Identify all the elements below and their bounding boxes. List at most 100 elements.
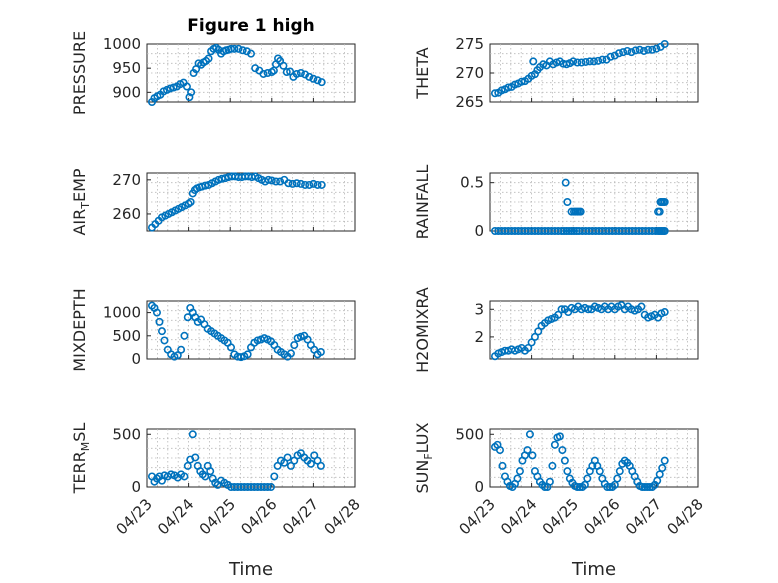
subplot-h2omixra: 2 3 H2OMIXRA — [413, 287, 699, 373]
data-point — [282, 68, 291, 77]
data-point — [188, 430, 197, 439]
data-point — [160, 336, 169, 345]
data-point — [652, 44, 661, 53]
data-point — [595, 467, 604, 476]
y-tick-label: 0 — [131, 350, 141, 368]
data-point — [309, 179, 318, 188]
data-point — [550, 440, 559, 449]
data-point — [528, 451, 537, 460]
y-axis-label: TERRMSL — [70, 423, 92, 495]
data-point — [573, 58, 582, 67]
data-point — [279, 61, 288, 70]
data-point — [557, 305, 566, 314]
data-point — [180, 331, 189, 340]
y-tick-label: 950 — [112, 59, 141, 77]
y-axis-label: MIXDEPTH — [70, 288, 89, 371]
subplot-theta: 265 270 275 THETA — [413, 35, 699, 111]
data-point — [303, 335, 312, 344]
data-point — [569, 57, 578, 66]
data-point — [259, 69, 268, 78]
data-point — [266, 482, 275, 491]
y-tick-label: 1000 — [103, 35, 141, 53]
y-tick-label: 0.5 — [460, 174, 484, 192]
data-point — [523, 446, 532, 455]
y-tick-label: 260 — [112, 205, 141, 223]
data-point — [548, 461, 557, 470]
data-point — [583, 474, 592, 483]
data-point — [660, 308, 669, 317]
y-axis-label: AIRTEMP — [70, 168, 92, 235]
data-point — [660, 456, 669, 465]
data-point — [183, 313, 192, 322]
data-point — [305, 72, 314, 81]
data-point — [309, 74, 318, 83]
data-point — [517, 77, 526, 86]
data-point — [648, 45, 657, 54]
y-axis-label: H2OMIXRA — [413, 287, 432, 373]
data-point — [573, 482, 582, 491]
data-point — [230, 44, 239, 53]
y-axis-label: THETA — [413, 47, 432, 99]
data-point — [227, 44, 236, 53]
data-point — [631, 46, 640, 55]
data-point — [186, 198, 195, 207]
data-point — [644, 45, 653, 54]
y-tick-label: 1000 — [103, 304, 141, 322]
data-point — [201, 181, 210, 190]
data-point — [284, 179, 293, 188]
data-point — [296, 332, 305, 341]
data-point — [317, 180, 326, 189]
data-point — [610, 480, 619, 489]
y-tick-label: 500 — [112, 425, 141, 443]
data-point — [276, 177, 285, 186]
data-point — [169, 83, 178, 92]
data-point — [558, 446, 567, 455]
data-point — [271, 177, 280, 186]
data-point — [296, 179, 305, 188]
data-point — [557, 227, 566, 236]
data-point — [623, 46, 632, 55]
data-point — [614, 49, 623, 58]
data-point — [545, 477, 554, 486]
y-axis-label: SUNFLUX — [413, 422, 435, 493]
data-point — [234, 44, 243, 53]
data-point — [296, 69, 305, 78]
data-point — [560, 456, 569, 465]
subplot-rainfall: 0 0.5 RAINFALL — [413, 165, 699, 240]
data-point — [581, 57, 590, 66]
data-point — [561, 178, 570, 187]
data-point — [204, 54, 213, 63]
data-point — [185, 93, 194, 102]
data-point — [504, 83, 513, 92]
data-point — [529, 57, 538, 66]
data-point — [640, 482, 649, 491]
data-point — [191, 453, 200, 462]
subplot-air-temp: 260 270 AIRTEMP — [70, 168, 356, 236]
y-tick-label: 900 — [112, 83, 141, 101]
data-point — [201, 472, 210, 481]
data-point — [527, 338, 536, 347]
data-point — [292, 179, 301, 188]
data-point — [180, 472, 189, 481]
data-point — [270, 472, 279, 481]
data-point — [660, 198, 669, 207]
y-tick-label: 265 — [455, 93, 484, 111]
data-point — [639, 46, 648, 55]
data-point — [316, 348, 325, 357]
data-point — [227, 343, 236, 352]
data-point — [525, 430, 534, 439]
y-tick-label: 270 — [455, 64, 484, 82]
data-point — [563, 198, 572, 207]
data-point — [182, 82, 191, 91]
data-point — [292, 69, 301, 78]
data-point — [660, 227, 669, 236]
data-point — [619, 48, 628, 57]
data-point — [584, 305, 593, 314]
y-tick-label: 3 — [474, 300, 484, 318]
data-point — [490, 89, 499, 98]
data-point — [283, 453, 292, 462]
data-point — [655, 207, 664, 216]
data-point — [554, 310, 563, 319]
data-point — [316, 461, 325, 470]
